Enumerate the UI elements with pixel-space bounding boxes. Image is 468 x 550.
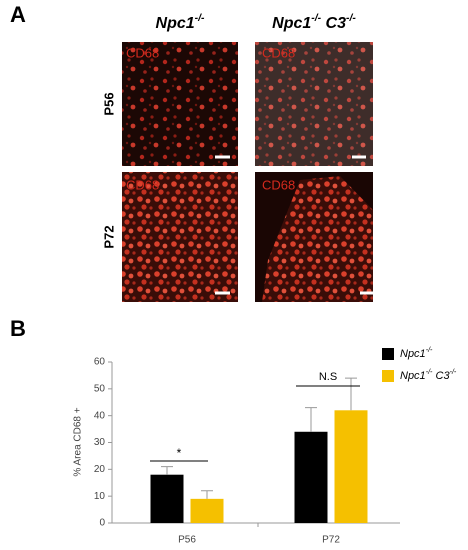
y-tick-label: 20 — [94, 464, 106, 475]
row-label: P56 — [101, 92, 116, 115]
bar — [150, 474, 184, 523]
significance-label: N.S — [319, 371, 337, 383]
stain-label: CD68 — [262, 45, 295, 60]
x-tick-label: P72 — [322, 535, 340, 546]
y-tick-label: 50 — [94, 383, 106, 394]
micrograph — [255, 42, 373, 166]
legend-label: Npc1-/- — [400, 346, 433, 360]
panel-label: B — [10, 316, 26, 341]
panel-label: A — [10, 2, 26, 27]
legend-swatch — [382, 370, 394, 382]
legend-swatch — [382, 348, 394, 360]
error-bar — [345, 377, 357, 411]
micrograph — [122, 42, 238, 166]
significance-label: * — [177, 446, 182, 460]
bar — [294, 431, 328, 523]
y-tick-label: 60 — [94, 357, 106, 368]
x-tick-label: P56 — [178, 535, 196, 546]
error-bar — [305, 407, 317, 432]
column-header: Npc1-/- C3-/- — [272, 13, 356, 32]
legend-label: Npc1-/- C3-/- — [400, 368, 457, 382]
column-header: Npc1-/- — [156, 13, 205, 32]
y-tick-label: 0 — [99, 518, 105, 529]
stain-label: CD68 — [262, 177, 295, 192]
y-tick-label: 10 — [94, 491, 106, 502]
panel-a: A Npc1-/- Npc1-/- C3-/- P56 P72 CD68 CD6… — [10, 2, 374, 302]
row-label: P72 — [101, 225, 116, 248]
micrograph — [262, 176, 373, 302]
bar — [334, 410, 368, 523]
bar — [190, 498, 224, 523]
y-axis-label: % Area CD68 + — [73, 407, 84, 476]
micrograph — [122, 172, 238, 302]
stain-label: CD68 — [126, 177, 159, 192]
error-bar — [201, 490, 213, 499]
stain-label: CD68 — [126, 45, 159, 60]
error-bar — [161, 466, 173, 475]
y-tick-label: 30 — [94, 437, 106, 448]
y-tick-label: 40 — [94, 410, 106, 421]
scale-bars — [215, 155, 374, 295]
